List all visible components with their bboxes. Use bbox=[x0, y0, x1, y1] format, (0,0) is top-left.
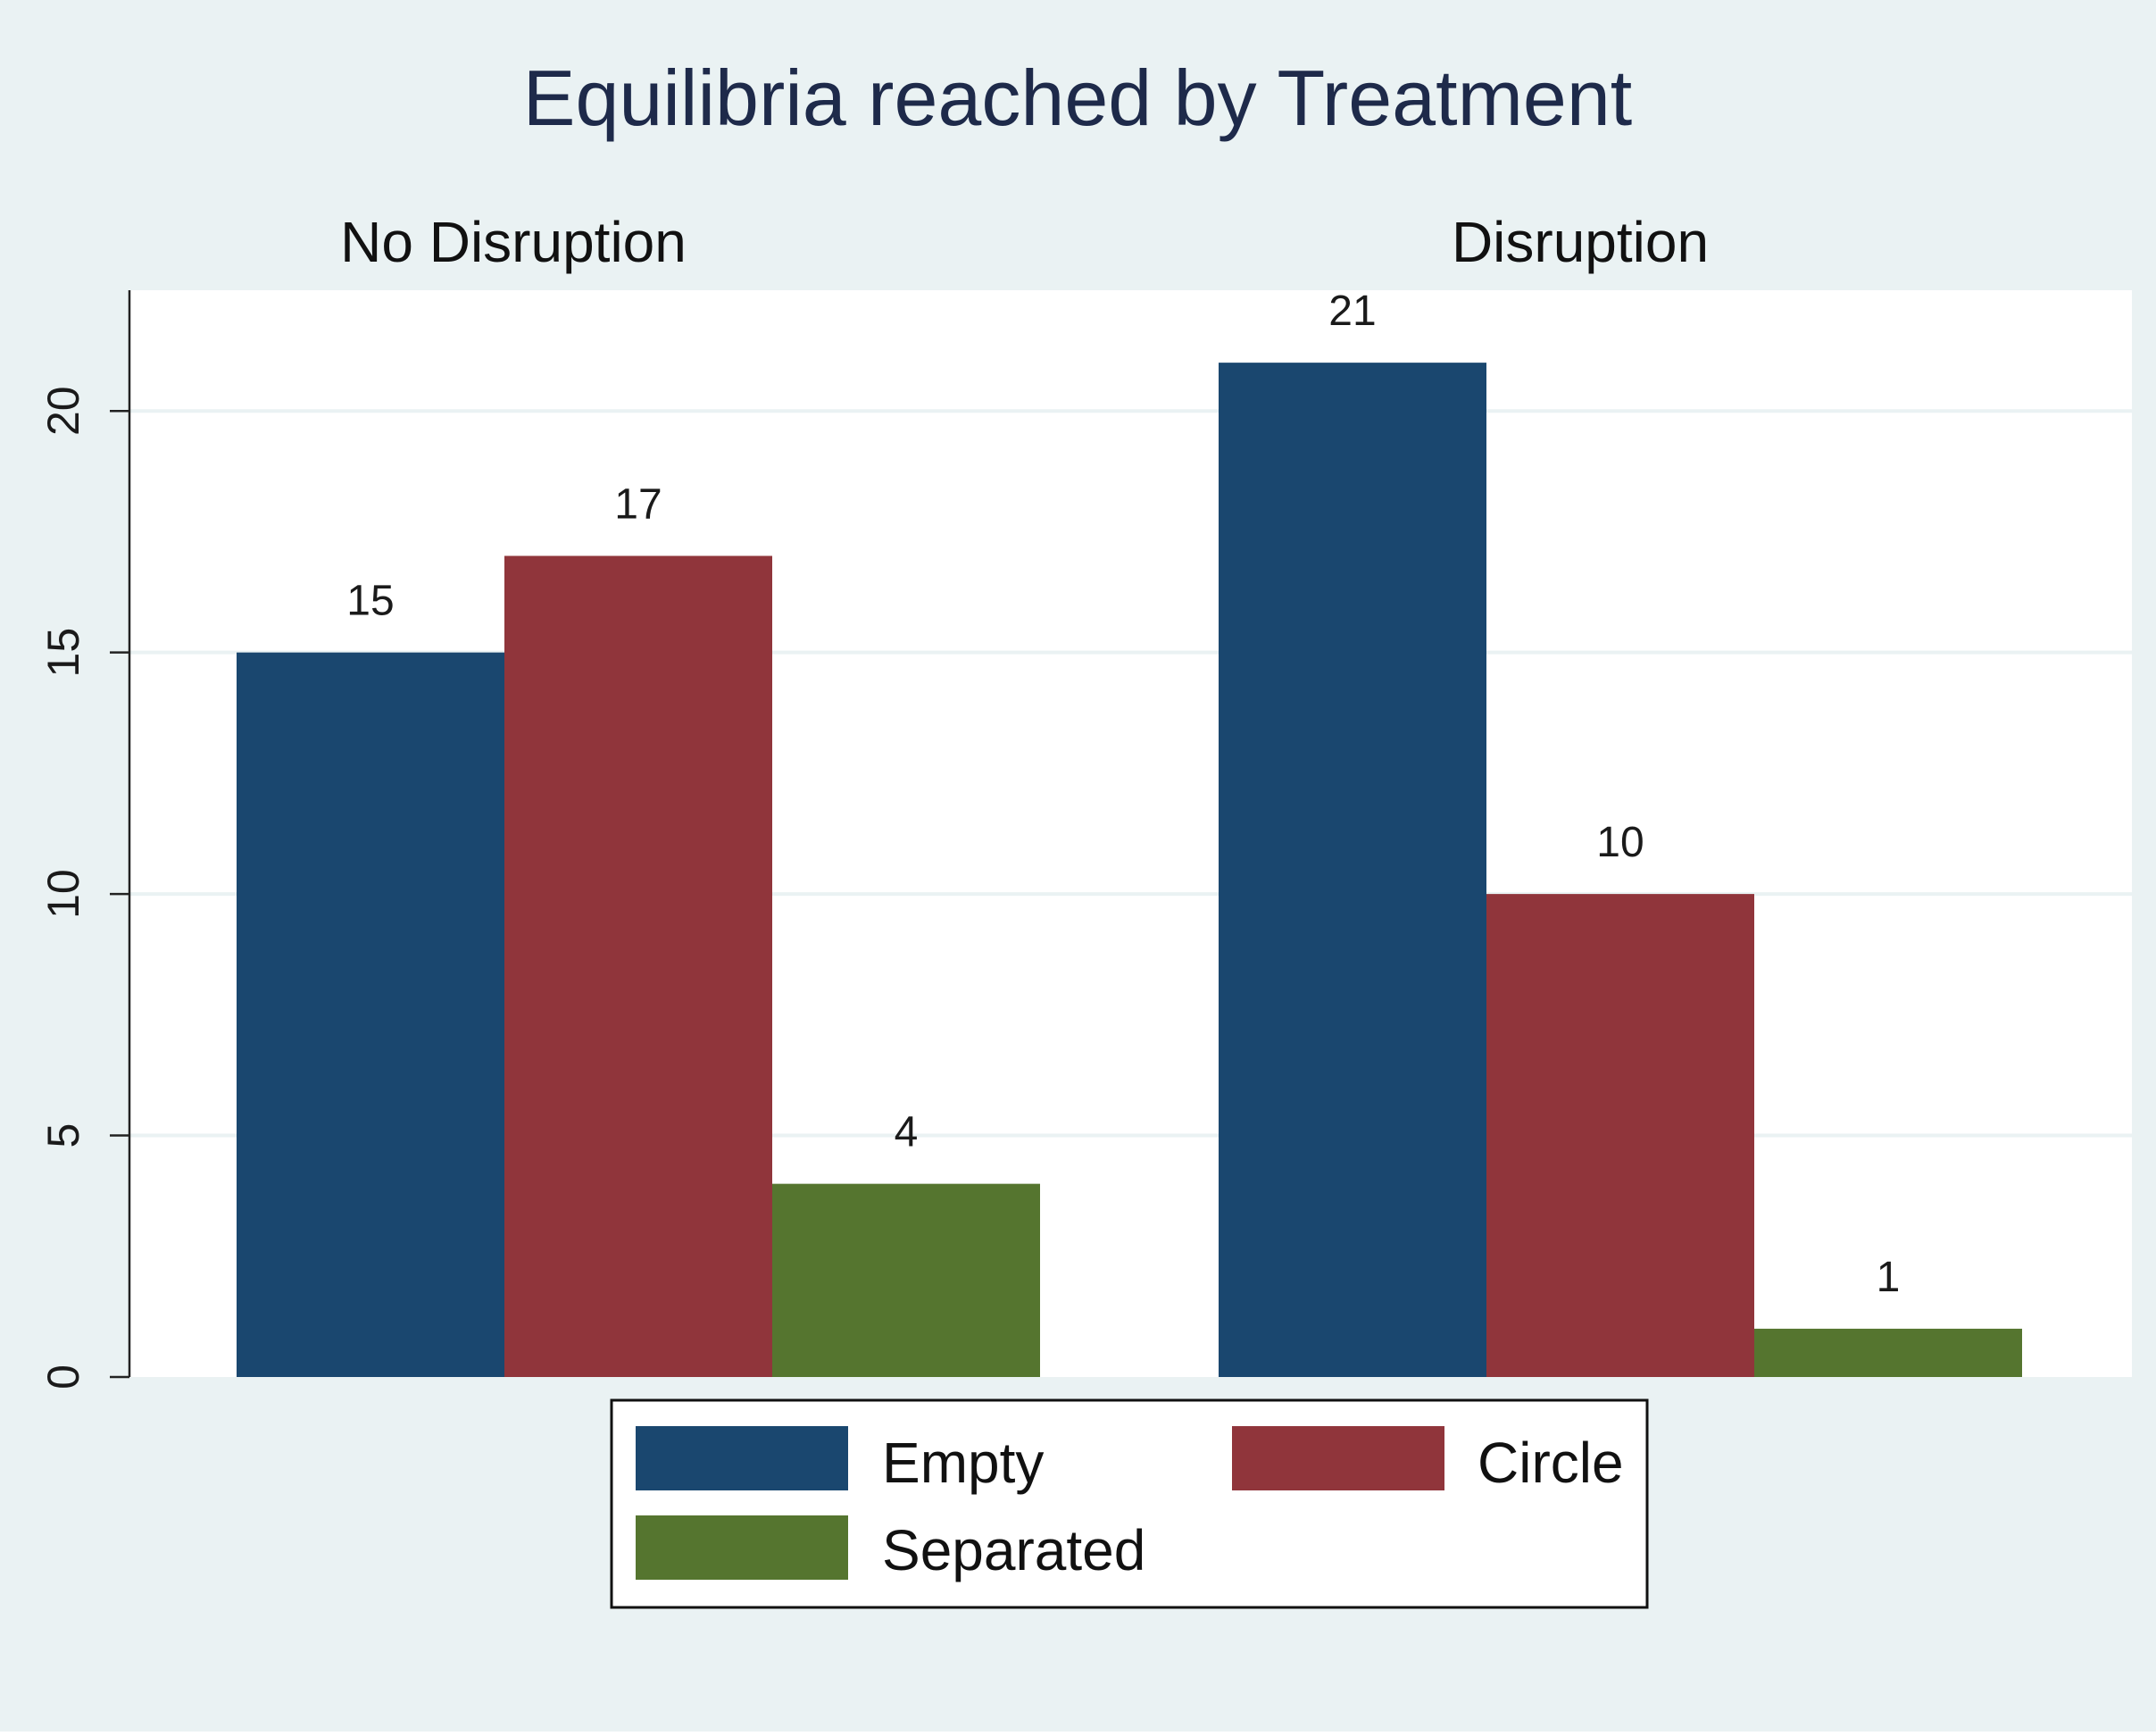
y-tick-label: 5 bbox=[38, 1123, 88, 1148]
legend-label-separated: Separated bbox=[882, 1518, 1145, 1582]
legend-swatch-circle bbox=[1232, 1426, 1444, 1490]
bar-value-label-disruption-circle: 10 bbox=[1596, 819, 1644, 866]
y-tick-label: 10 bbox=[38, 869, 88, 919]
legend-swatch-empty bbox=[636, 1426, 848, 1490]
legend: Empty Circle Separated bbox=[610, 1398, 1649, 1609]
bar-no-disruption-circle bbox=[504, 555, 772, 1377]
y-axis: 0 5 10 15 20 bbox=[38, 386, 129, 1390]
legend-label-empty: Empty bbox=[882, 1431, 1044, 1495]
bar-value-label-disruption-empty: 21 bbox=[1328, 288, 1376, 335]
bar-no-disruption-empty bbox=[237, 652, 504, 1377]
bar-disruption-separated bbox=[1754, 1328, 2022, 1377]
legend-swatch-separated bbox=[636, 1515, 848, 1580]
bar-disruption-empty bbox=[1219, 363, 1486, 1378]
bars: 15 17 4 21 10 1 bbox=[237, 288, 2022, 1378]
chart-title: Equilibria reached by Treatment bbox=[523, 54, 1632, 142]
bar-value-label-no-disruption-empty: 15 bbox=[346, 578, 394, 625]
bar-value-label-disruption-separated: 1 bbox=[1877, 1254, 1901, 1301]
bar-value-label-no-disruption-circle: 17 bbox=[614, 480, 662, 528]
bar-value-label-no-disruption-separated: 4 bbox=[895, 1109, 919, 1156]
panel-label-disruption: Disruption bbox=[1452, 210, 1709, 274]
bar-disruption-circle bbox=[1486, 894, 1754, 1377]
y-tick-label: 15 bbox=[38, 628, 88, 678]
legend-label-circle: Circle bbox=[1478, 1431, 1624, 1495]
y-tick-label: 0 bbox=[38, 1365, 88, 1390]
bar-no-disruption-separated bbox=[772, 1183, 1040, 1377]
panel-label-no-disruption: No Disruption bbox=[340, 210, 687, 274]
y-tick-label: 20 bbox=[38, 386, 88, 436]
